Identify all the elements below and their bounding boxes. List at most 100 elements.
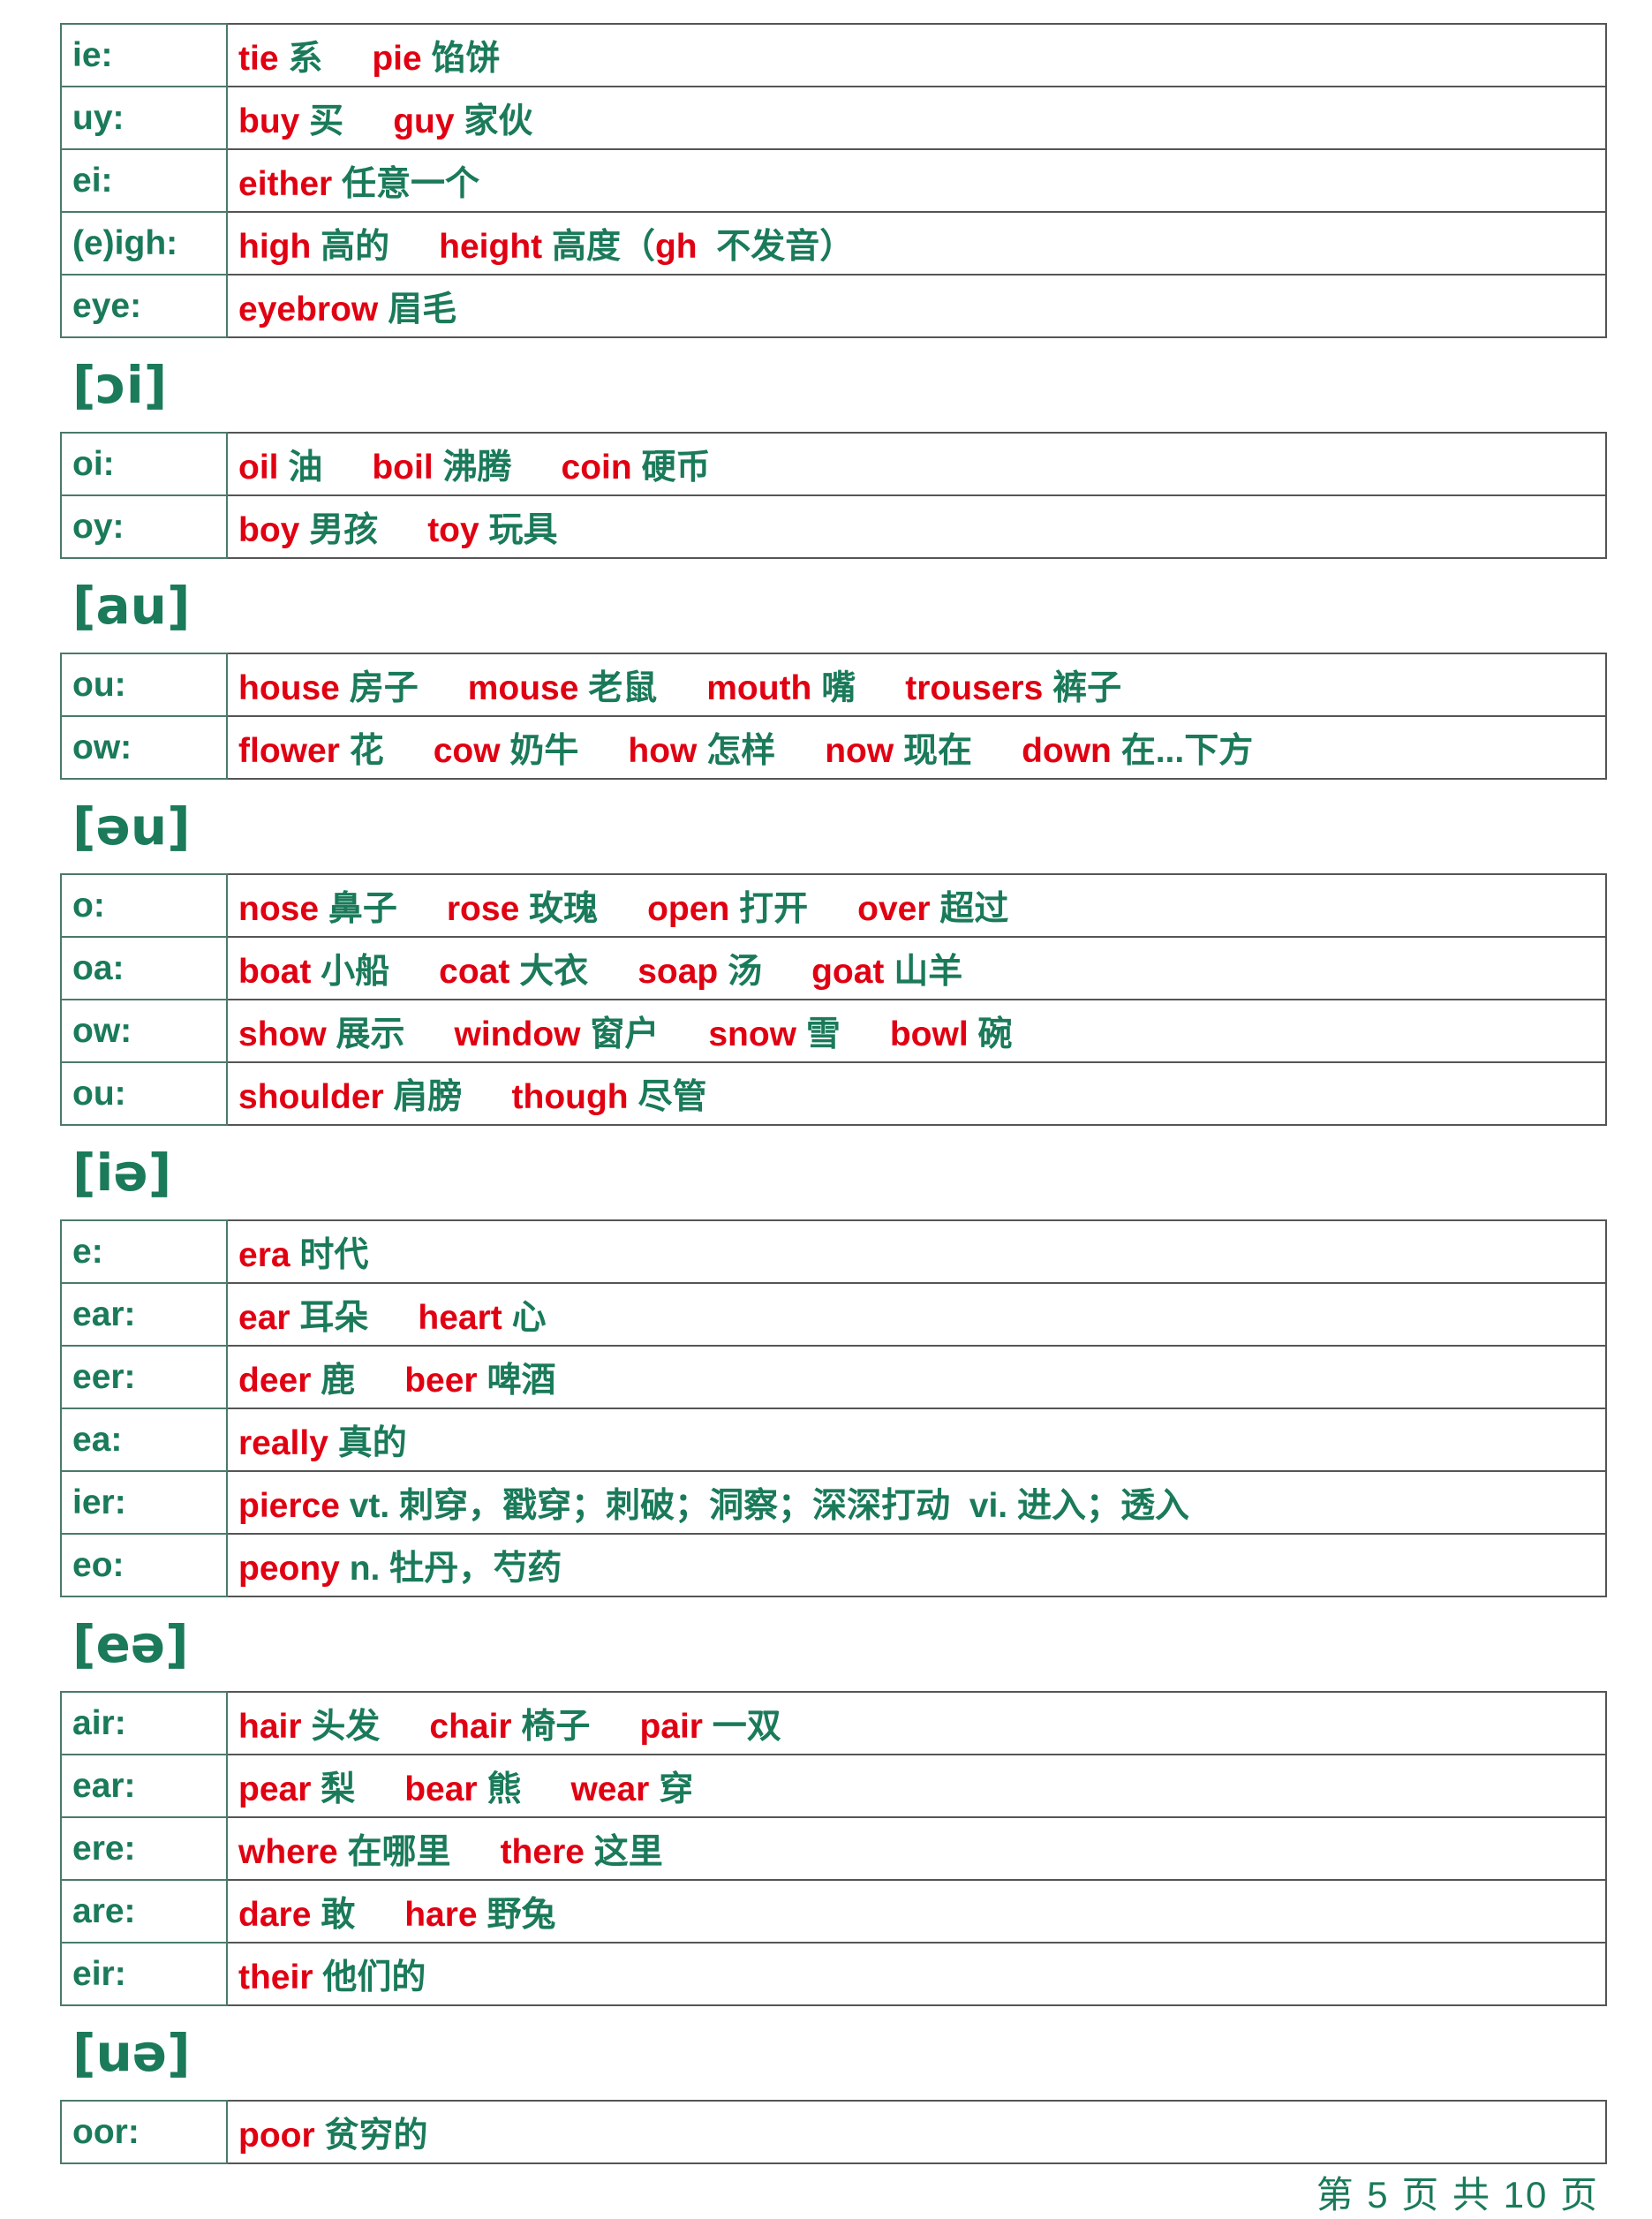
word-entry: dare 敢: [238, 1887, 355, 1936]
chinese-meaning: 心: [502, 1298, 547, 1337]
word-entry: though 尽管: [512, 1069, 707, 1119]
word-entry: soap 汤: [637, 944, 762, 993]
chinese-meaning: 在...下方: [1111, 731, 1254, 770]
word-entry: beer 啤酒: [404, 1353, 555, 1402]
example-words: house 房子 mouse 老鼠 mouth 嘴 trousers 裤子: [226, 653, 1607, 717]
word-entry: bowl 碗: [890, 1007, 1013, 1056]
phonics-table: ie: tie 系 pie 馅饼 uy: buy 买 guy 家伙 ei: either 任意…: [60, 23, 1607, 338]
table-row: ei: either 任意一个: [60, 148, 1607, 213]
chinese-meaning: 雪: [796, 1015, 841, 1053]
word-entry: shoulder 肩膀: [238, 1069, 463, 1119]
example-words: eyebrow 眉毛: [226, 274, 1607, 338]
chinese-meaning: 怎样: [697, 731, 776, 770]
english-word: pie: [372, 39, 422, 78]
table-row: ow: flower 花 cow 奶牛 how 怎样 now 现在 down 在...下方: [60, 715, 1607, 780]
word-entry: how 怎样: [628, 723, 775, 773]
table-row: o: nose 鼻子 rose 玫瑰 open 打开 over 超过: [60, 873, 1607, 938]
table-row: eye: eyebrow 眉毛: [60, 274, 1607, 338]
example-words: shoulder 肩膀 though 尽管: [226, 1061, 1607, 1126]
chinese-meaning: 硬币: [631, 448, 711, 487]
chinese-meaning: 馅饼: [421, 39, 501, 78]
word-entry: pair 一双: [639, 1699, 781, 1748]
chinese-meaning: 玩具: [479, 510, 558, 549]
table-row: eer: deer 鹿 beer 啤酒: [60, 1345, 1607, 1409]
chinese-meaning: 他们的: [313, 1958, 426, 1996]
english-word: open: [647, 889, 730, 928]
word-entry: hair 头发: [238, 1699, 380, 1748]
example-words: really 真的: [226, 1408, 1607, 1472]
english-word: mouse: [467, 668, 579, 707]
example-words: boy 男孩 toy 玩具: [226, 494, 1607, 559]
word-entry: coat 大衣: [439, 944, 588, 993]
english-word: snow: [708, 1015, 797, 1053]
chinese-meaning: 啤酒: [477, 1361, 556, 1400]
chinese-meaning: 野兔: [477, 1895, 556, 1934]
chinese-meaning: 油: [278, 448, 323, 487]
word-entry: height 高度（gh 不发音）: [439, 219, 854, 268]
chinese-meaning: 贫穷的: [314, 2116, 428, 2155]
english-word: tie: [238, 39, 279, 78]
phonics-table: oor: poor 贫穷的: [60, 2100, 1607, 2164]
page-number: 第 5 页 共 10 页: [1316, 2174, 1599, 2215]
chinese-meaning: 肩膀: [383, 1077, 463, 1116]
english-word: gh: [654, 227, 698, 266]
word-entry: pear 梨: [238, 1762, 355, 1811]
spelling-label: ere:: [60, 1816, 228, 1881]
example-words: nose 鼻子 rose 玫瑰 open 打开 over 超过: [226, 873, 1607, 938]
word-entry: pie 馅饼: [372, 31, 500, 80]
english-word: wear: [570, 1770, 650, 1808]
spelling-label: ier:: [60, 1470, 228, 1535]
word-entry: rose 玫瑰: [447, 881, 598, 931]
english-word: nose: [238, 889, 320, 928]
english-word: oil: [238, 448, 279, 487]
spelling-label: ear:: [60, 1282, 228, 1347]
word-entry: deer 鹿: [238, 1353, 355, 1402]
chinese-meaning: 奶牛: [500, 731, 579, 770]
spelling-label: ie:: [60, 23, 228, 87]
chinese-meaning: 鼻子: [319, 889, 397, 928]
english-word: hair: [238, 1707, 302, 1746]
english-word: either: [238, 164, 333, 203]
word-entry: tie 系: [238, 31, 322, 80]
table-row: oi: oil 油 boil 沸腾 coin 硬币: [60, 432, 1607, 496]
chinese-meaning: 碗: [968, 1015, 1013, 1053]
example-words: deer 鹿 beer 啤酒: [226, 1345, 1607, 1409]
chinese-meaning: 汤: [718, 952, 763, 991]
example-words: era 时代: [226, 1219, 1607, 1284]
word-entry: show 展示: [238, 1007, 405, 1056]
example-words: where 在哪里 there 这里: [226, 1816, 1607, 1881]
chinese-meaning: 展示: [326, 1015, 405, 1053]
chinese-meaning: 熊: [477, 1770, 522, 1808]
english-word: window: [454, 1015, 581, 1053]
english-word: show: [238, 1015, 327, 1053]
example-words: buy 买 guy 家伙: [226, 86, 1607, 150]
spelling-label: ear:: [60, 1754, 228, 1818]
chinese-meaning: 沸腾: [433, 448, 512, 487]
english-word: trousers: [905, 668, 1044, 707]
table-row: oa: boat 小船 coat 大衣 soap 汤 goat 山羊: [60, 936, 1607, 1000]
word-entry: house 房子: [238, 660, 419, 710]
word-entry: there 这里: [501, 1824, 663, 1874]
english-word: guy: [393, 102, 455, 140]
english-word: high: [238, 227, 312, 266]
example-words: peony n. 牡丹，芍药: [226, 1533, 1607, 1597]
example-words: poor 贫穷的: [226, 2100, 1607, 2164]
english-word: bear: [404, 1770, 478, 1808]
spelling-label: are:: [60, 1879, 228, 1944]
chinese-meaning: 超过: [930, 889, 1009, 928]
section-header: [iə]: [72, 1143, 172, 1203]
word-entry: mouth 嘴: [706, 660, 856, 710]
spelling-label: air:: [60, 1691, 228, 1755]
spelling-label: eye:: [60, 274, 228, 338]
english-word: dare: [238, 1895, 312, 1934]
example-words: tie 系 pie 馅饼: [226, 23, 1607, 87]
chinese-meaning: 鹿: [311, 1361, 356, 1400]
example-words: flower 花 cow 奶牛 how 怎样 now 现在 down 在...下方: [226, 715, 1607, 780]
english-word: goat: [811, 952, 885, 991]
word-entry: snow 雪: [708, 1007, 841, 1056]
example-words: dare 敢 hare 野兔: [226, 1879, 1607, 1944]
word-entry: over 超过: [857, 881, 1008, 931]
phonics-table: e: era 时代 ear: ear 耳朵 heart 心 eer: deer 鹿 beer …: [60, 1219, 1607, 1597]
spelling-label: ea:: [60, 1408, 228, 1472]
chinese-meaning: 花: [339, 731, 384, 770]
